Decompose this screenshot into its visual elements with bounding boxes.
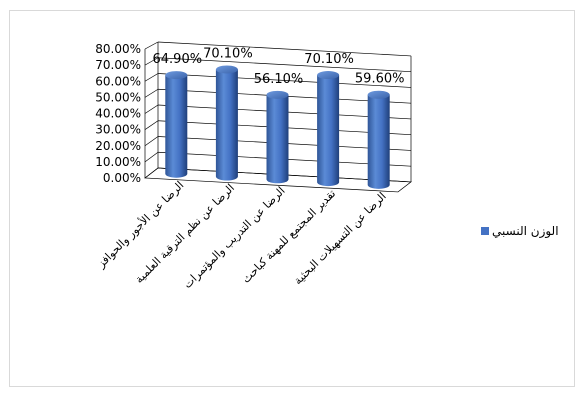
y-tick-label: 30.00% <box>95 123 141 137</box>
gridline-side <box>144 41 159 50</box>
y-tick-label: 60.00% <box>95 74 141 88</box>
cylinder-bar <box>367 90 390 189</box>
gridline <box>157 57 412 73</box>
y-tick-label: 20.00% <box>95 139 141 153</box>
cylinder-cap <box>317 71 340 80</box>
gridline-side <box>144 120 159 130</box>
gridline-side <box>144 104 159 114</box>
chart-frame <box>9 10 575 387</box>
cylinder-cap <box>165 71 188 80</box>
y-tick-label: 10.00% <box>95 155 141 169</box>
legend-swatch <box>481 227 489 235</box>
cylinder-bar <box>165 71 188 178</box>
gridline-side <box>144 151 159 163</box>
cylinder-cap <box>367 90 390 99</box>
data-labels: 64.90% 70.10%56.10%70.10%59.60% <box>153 46 405 86</box>
category-label: الرضا عن الأجور والحوافز <box>93 178 186 271</box>
gridline-side <box>144 88 159 98</box>
category-label: تقدير المجتمع للمهنة كباحث <box>240 187 339 286</box>
bars <box>165 65 390 189</box>
data-label: 70.10% <box>203 46 253 61</box>
legend-label: الوزن النسبي <box>492 224 559 239</box>
axes: 0.00% 10.00% 20.00% 30.00% 40.00% 50.00% 60.00… <box>95 42 412 193</box>
cylinder-bar <box>215 65 238 181</box>
y-tick-label: 80.00% <box>95 42 141 56</box>
category-label: الرضا عن نظم الترقية العلمية <box>133 181 237 285</box>
gridline-side <box>144 167 159 179</box>
gridline-side <box>144 73 159 82</box>
gridline-side <box>144 136 159 147</box>
data-label: 56.10% <box>254 72 304 87</box>
cylinder-body <box>165 75 188 178</box>
data-label: 59.60% <box>355 72 405 87</box>
cylinder-body <box>367 94 390 189</box>
legend: الوزن النسبي <box>481 224 559 239</box>
cylinder-cap <box>215 65 238 74</box>
data-label: 64.90% <box>153 52 203 67</box>
cylinder-bar <box>266 90 289 184</box>
gridline <box>157 73 412 88</box>
cylinder-body <box>215 69 238 181</box>
gridline <box>157 41 412 57</box>
cylinder-bar <box>317 71 340 187</box>
y-tick-label: 40.00% <box>95 107 141 121</box>
category-label: الرضا عن التسهيلات البحثية <box>291 190 388 287</box>
cylinder-body <box>317 75 340 187</box>
category-label: الرضا عن التدريب والمؤتمرات <box>181 184 288 291</box>
y-tick-label: 70.00% <box>95 58 141 72</box>
gridline-side <box>144 57 159 66</box>
y-tick-label: 50.00% <box>95 90 141 104</box>
cylinder-cap <box>266 90 289 99</box>
y-tick-label: 0.00% <box>103 171 141 185</box>
cylinder-body <box>266 94 289 184</box>
data-label: 70.10% <box>304 52 354 67</box>
